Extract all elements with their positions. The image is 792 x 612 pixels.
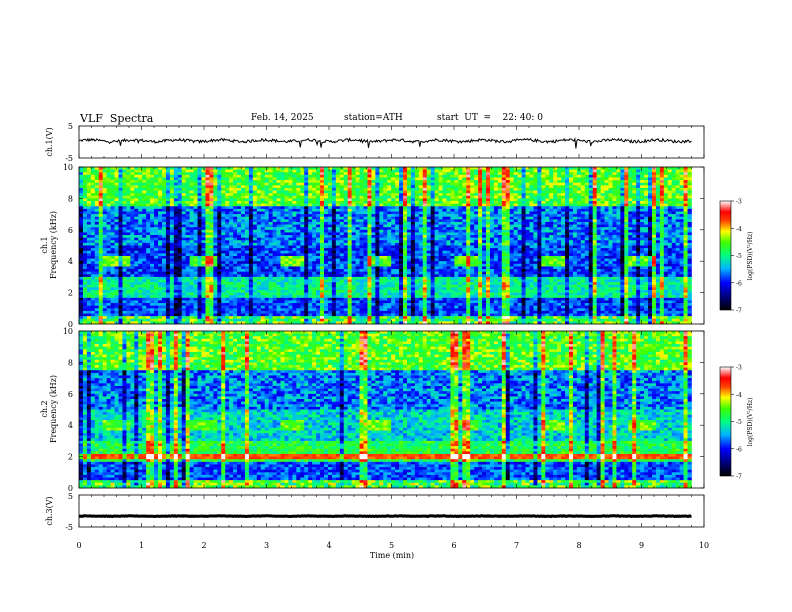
xtick-label: 4	[326, 541, 331, 550]
freq-ytick-label: 4	[68, 257, 73, 266]
xtick-label: 8	[576, 541, 581, 550]
freq-ytick-label: 10	[63, 327, 73, 336]
ch1-waveform-line	[78, 137, 692, 149]
colorbar-tick-label: -4	[736, 392, 742, 399]
ch3-ylabel: ch.3(V)	[45, 496, 54, 525]
freq-ytick-label: 4	[68, 421, 73, 430]
start-ut-label: start UT = 22: 40: 0	[437, 113, 543, 123]
ch3-waveform-panel: 5 -5 ch.3(V) 0 1 2 3 4 5 6 7 8 9 10 Time (min)	[45, 492, 709, 560]
ch3-waveform-line	[78, 514, 692, 519]
xtick-label: 10	[699, 541, 709, 550]
ch2-colorbar	[720, 367, 731, 476]
xtick-label: 6	[451, 541, 456, 550]
freq-ytick-label: 0	[68, 484, 73, 493]
colorbar-tick-label: -6	[736, 280, 742, 287]
xtick-label: 2	[201, 541, 206, 550]
colorbar-tick-label: -7	[736, 474, 742, 481]
ch2-colorbar-label: log(PSD)(V²/Hz)	[747, 398, 754, 447]
xtick-label: 1	[139, 541, 144, 550]
colorbar-tick-label: -3	[736, 365, 742, 372]
xtick-label: 9	[639, 541, 644, 550]
ch2-spec-ylabel-prefix: ch.2	[40, 400, 49, 417]
ch2-spectrogram-image	[78, 331, 705, 489]
colorbar-tick-label: -3	[736, 199, 742, 206]
ch1-spec-ylabel-prefix: ch.1	[40, 236, 49, 253]
freq-ytick-label: 10	[63, 163, 73, 172]
colorbar-tick-label: -6	[736, 446, 742, 453]
freq-ytick-label: 2	[68, 289, 73, 298]
ch3-ytick-bottom: -5	[65, 523, 73, 532]
freq-ytick-label: 8	[68, 358, 73, 367]
colorbar-tick-label: -5	[736, 419, 742, 426]
ch1-ytick-bottom: -5	[65, 154, 73, 163]
xtick-label: 7	[514, 541, 519, 550]
ch1-ylabel: ch.1(V)	[45, 127, 54, 156]
ch1-spec-ylabel: Frequency (kHz)	[49, 211, 58, 279]
freq-ytick-label: 2	[68, 453, 73, 462]
time-xlabel: Time (min)	[370, 551, 414, 560]
freq-ytick-label: 8	[68, 194, 73, 203]
ch1-colorbar-label: log(PSD)(V²/Hz)	[747, 232, 754, 281]
colorbar-tick-label: -4	[736, 226, 742, 233]
xtick-label: 3	[264, 541, 269, 550]
ch3-ytick-top: 5	[68, 492, 73, 501]
freq-ytick-label: 6	[68, 390, 73, 399]
colorbar-tick-label: -5	[736, 253, 742, 260]
ch2-spec-ylabel: Frequency (kHz)	[49, 375, 58, 443]
ch1-colorbar	[720, 201, 731, 310]
colorbar-tick-label: -7	[736, 308, 742, 315]
ch1-ytick-top: 5	[68, 122, 73, 131]
station-label: station=ATH	[344, 113, 403, 123]
date-label: Feb. 14, 2025	[251, 113, 314, 123]
freq-ytick-label: 6	[68, 226, 73, 235]
figure-title: VLF Spectra	[80, 112, 154, 125]
freq-ytick-label: 0	[68, 320, 73, 329]
xtick-label: 0	[76, 541, 81, 550]
xtick-label: 5	[389, 541, 394, 550]
ch1-spectrogram-image	[78, 167, 705, 325]
ch1-waveform-panel: 5 -5 ch.1(V)	[45, 122, 705, 163]
